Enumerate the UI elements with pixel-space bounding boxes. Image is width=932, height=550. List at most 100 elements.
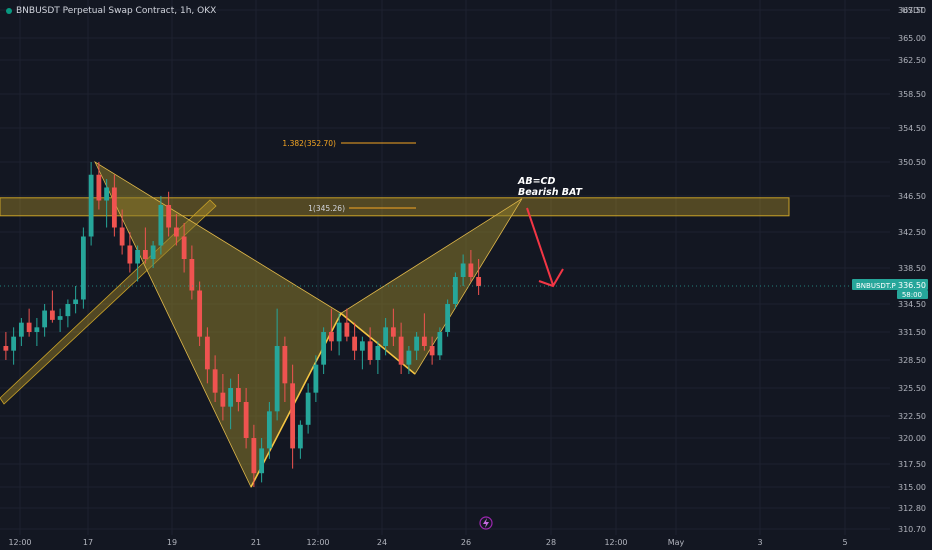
price-tick-label: 322.50 (898, 412, 926, 421)
candle-body-59 (460, 263, 466, 277)
candle-body-42 (328, 332, 334, 342)
fib-level-1: 1(345.26) (308, 204, 345, 213)
candle-body-56 (437, 332, 443, 356)
candle-body-36 (282, 346, 288, 384)
time-tick-label: 12:00 (8, 538, 31, 547)
candle-body-41 (321, 332, 327, 365)
candle-body-51 (398, 336, 404, 365)
candle-body-8 (65, 304, 71, 317)
last-price-symbol: BNBUSDT.P (856, 282, 896, 290)
candle-body-50 (390, 327, 396, 337)
price-axis[interactable]: 367.50 365.00 362.50 358.50 354.50 350.50 346.… (852, 0, 932, 550)
candle-body-26 (204, 336, 210, 370)
lightning-icon-glyph (483, 518, 489, 528)
resistance-zone (0, 197, 790, 217)
candle-body-38 (297, 424, 303, 449)
candle-body-22 (173, 227, 179, 237)
time-tick-label: 24 (377, 538, 387, 547)
candle-body-14 (111, 187, 117, 228)
candle-body-28 (220, 392, 226, 407)
candle-body-21 (166, 205, 172, 228)
time-tick-label: 26 (461, 538, 471, 547)
candle-body-34 (266, 411, 272, 449)
pattern-abc-line (250, 312, 416, 488)
candle-body-29 (228, 388, 234, 407)
candle-body-0 (3, 346, 9, 351)
market-status-icon (6, 7, 12, 14)
price-tick-label: 346.50 (898, 192, 926, 201)
candle-body-6 (49, 310, 55, 320)
price-tick-label: 358.50 (898, 90, 926, 99)
candle-body-33 (259, 448, 265, 474)
candle-body-43 (336, 322, 342, 342)
candle-body-2 (18, 322, 24, 337)
candle-body-16 (127, 245, 133, 264)
candle-body-44 (344, 322, 350, 337)
candle-body-49 (383, 327, 389, 346)
price-tick-label: 325.50 (898, 384, 926, 393)
candle-body-40 (313, 364, 319, 393)
price-tick-label: 312.80 (898, 504, 926, 513)
price-tick-label: 342.50 (898, 228, 926, 237)
candle-body-32 (251, 438, 257, 474)
candle-body-13 (104, 187, 110, 201)
candle-body-53 (414, 336, 420, 351)
candle-body-19 (150, 245, 156, 259)
price-tick-label: 362.50 (898, 56, 926, 65)
time-tick-label: 5 (842, 538, 847, 547)
fib-level-1382: 1.382(352.70) (282, 139, 336, 148)
candle-body-60 (468, 263, 474, 277)
candle-body-12 (96, 174, 102, 201)
price-tick-label: 354.50 (898, 124, 926, 133)
pattern-leg-xb (94, 161, 342, 314)
pattern-label-abcd: AB=CD (517, 176, 556, 187)
candlestick-series (3, 162, 482, 487)
candle-body-47 (367, 341, 373, 360)
candle-body-31 (243, 402, 249, 438)
candle-body-23 (181, 236, 187, 259)
time-tick-label: 28 (546, 538, 556, 547)
price-unit: USDT (902, 6, 924, 15)
candle-body-48 (375, 346, 381, 360)
price-tick-label: 331.50 (898, 328, 926, 337)
time-tick-label: 3 (757, 538, 762, 547)
candle-body-61 (476, 277, 482, 286)
candle-body-3 (26, 322, 32, 332)
candle-body-18 (142, 250, 148, 259)
candle-body-46 (359, 341, 365, 351)
time-axis[interactable]: 12:00 17 19 21 12:00 24 26 28 12:00 May 3 5 (0, 535, 890, 550)
chart-title: BNBUSDT Perpetual Swap Contract, 1h, OKX (6, 6, 216, 16)
pattern-label-bat: Bearish BAT (518, 187, 583, 198)
price-axis-bg (890, 0, 932, 550)
price-tick-label: 328.50 (898, 356, 926, 365)
candle-body-30 (235, 388, 241, 402)
time-tick-label: 12:00 (306, 538, 329, 547)
time-axis-bg (0, 535, 890, 550)
candle-body-7 (57, 316, 63, 320)
candle-body-24 (189, 259, 195, 291)
price-tick-label: 317.50 (898, 460, 926, 469)
time-tick-label: 19 (167, 538, 177, 547)
last-price-badge (852, 279, 928, 290)
candle-body-45 (352, 336, 358, 351)
candle-body-39 (305, 392, 311, 425)
candle-body-35 (274, 346, 280, 412)
last-price-value: 336.50 (898, 281, 926, 290)
chart-title-text: BNBUSDT Perpetual Swap Contract, 1h, OKX (16, 6, 217, 16)
candle-body-17 (135, 250, 141, 264)
time-tick-label: 21 (251, 538, 261, 547)
candle-body-10 (80, 236, 86, 300)
candle-body-54 (421, 336, 427, 346)
candle-body-25 (197, 290, 203, 337)
candle-body-55 (429, 346, 435, 356)
time-tick-label: May (668, 538, 685, 547)
candle-body-9 (73, 299, 79, 304)
candle-body-1 (11, 336, 17, 351)
candle-body-58 (452, 277, 458, 304)
price-tick-label: 365.00 (898, 34, 926, 43)
candle-body-52 (406, 350, 412, 365)
lightning-icon[interactable] (479, 516, 493, 530)
price-tick-label: 350.50 (898, 158, 926, 167)
time-tick-label: 12:00 (604, 538, 627, 547)
